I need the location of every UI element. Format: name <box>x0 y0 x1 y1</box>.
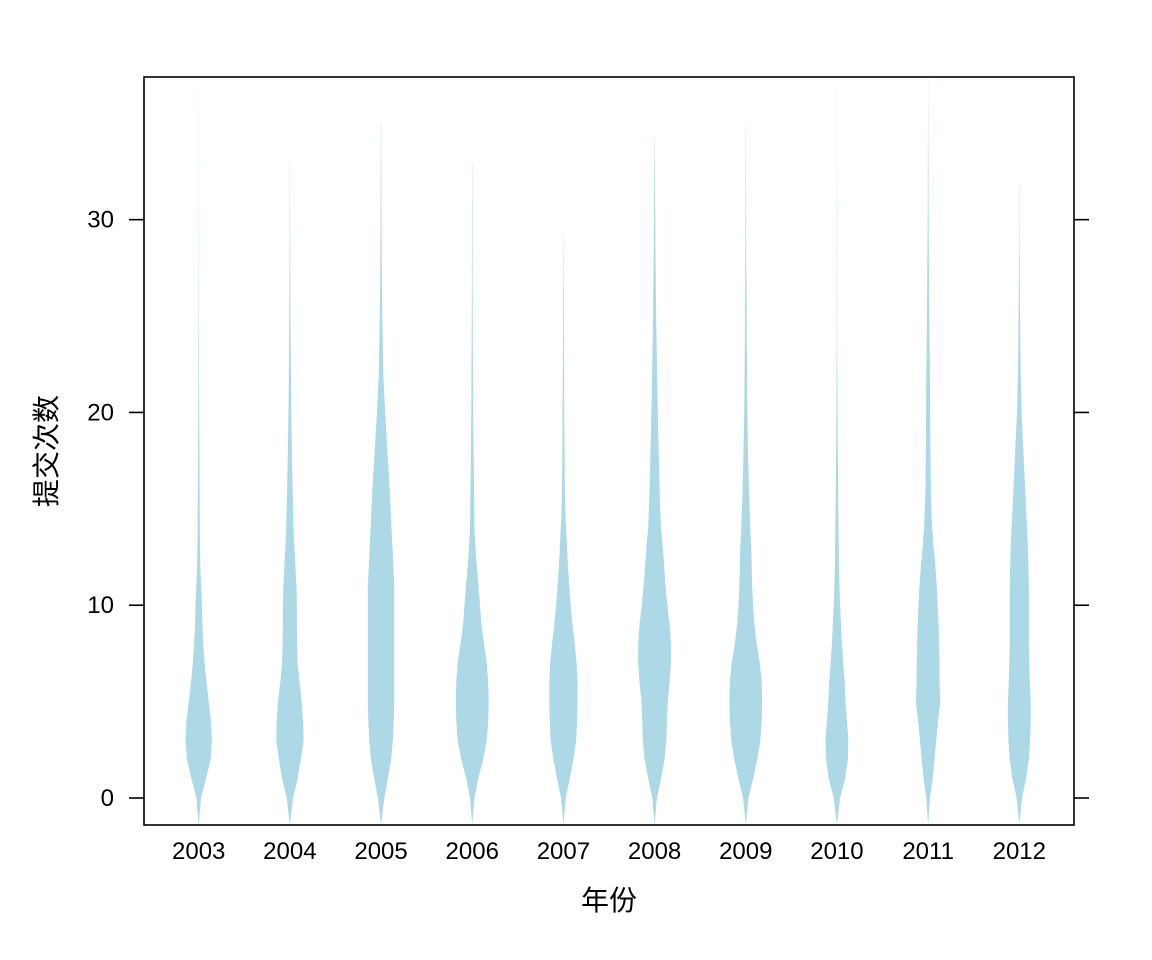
x-tick-label: 2004 <box>263 838 316 865</box>
x-tick-label: 2003 <box>172 838 225 865</box>
y-tick-label: 20 <box>87 399 114 426</box>
violin-2006 <box>455 161 489 826</box>
violin-2012 <box>1007 181 1031 826</box>
violin-2009 <box>729 123 763 826</box>
violin-2005 <box>367 123 395 826</box>
x-tick-label: 2007 <box>537 838 590 865</box>
x-tick-label: 2005 <box>354 838 407 865</box>
violin-2003 <box>185 84 212 825</box>
violin-2004 <box>276 161 304 826</box>
y-axis: 0 10 20 30 <box>87 207 1089 812</box>
x-tick-label: 2011 <box>902 838 954 865</box>
x-tick-label: 2012 <box>993 838 1046 865</box>
x-tick-label: 2010 <box>810 838 863 865</box>
x-tick-label: 2006 <box>446 838 499 865</box>
violin-2008 <box>638 132 671 825</box>
x-axis-title: 年份 <box>581 884 637 917</box>
y-tick-label: 30 <box>87 207 114 234</box>
plot-frame <box>143 76 1075 826</box>
y-tick-label: 10 <box>87 592 114 619</box>
x-tick-label: 2009 <box>719 838 772 865</box>
violins-layer <box>185 77 1031 826</box>
y-tick-label: 0 <box>101 785 114 812</box>
x-tick-label: 2008 <box>628 838 681 865</box>
violin-2007 <box>549 229 578 826</box>
violin-2011 <box>915 77 941 825</box>
violin-2010 <box>825 84 849 825</box>
y-axis-title: 提交次数 <box>30 395 63 507</box>
x-axis: 2003 2004 2005 2006 2007 2008 2009 2010 2011 2012 <box>172 838 1046 865</box>
